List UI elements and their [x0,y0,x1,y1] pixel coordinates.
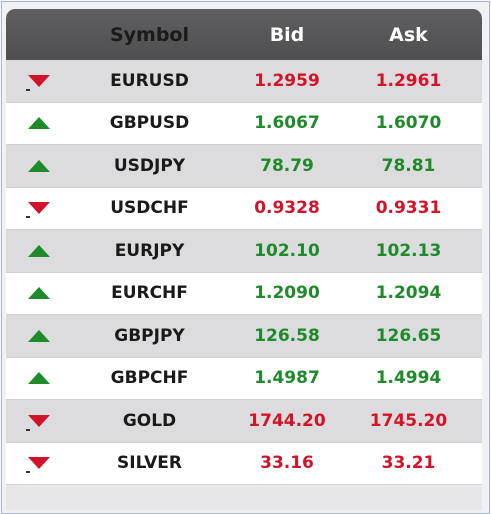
bid-cell: 1744.20 [248,410,326,431]
trend-cell [6,202,72,219]
decrease-marker-icon [26,88,30,91]
bid-cell: 33.16 [260,453,314,474]
symbol-cell: GBPCHF [110,368,189,389]
trend-cell [6,414,72,431]
trend-cell [6,287,72,300]
bid-cell: 126.58 [254,325,320,346]
table-footer [6,485,482,503]
table-row[interactable]: USDJPY 78.79 78.81 [6,145,482,188]
symbol-cell: USDJPY [113,155,186,176]
ask-cell: 1.2094 [375,283,442,304]
ask-cell: 126.65 [375,325,442,346]
trend-cell [6,74,72,91]
ask-cell: 1.6070 [375,113,442,134]
symbol-cell: USDCHF [110,198,189,219]
table-header: Symbol Bid Ask [6,9,482,60]
trend-down-icon [28,414,50,427]
table-row[interactable]: USDCHF 0.9328 0.9331 [6,187,482,230]
trend-down-icon [28,202,50,215]
header-ask: Ask [389,23,428,46]
symbol-cell: EURUSD [110,70,189,91]
trend-cell [6,372,72,385]
trend-up-icon [28,329,50,342]
ask-cell: 102.13 [375,240,442,261]
trend-down-icon [28,74,50,87]
bid-cell: 1.2959 [254,70,320,91]
ask-cell: 78.81 [381,155,436,176]
trend-down-icon [28,457,50,470]
trend-up-icon [28,372,50,385]
trend-up-icon [28,287,50,300]
ask-cell: 0.9331 [375,198,442,219]
bid-cell: 1.6067 [254,113,320,134]
table-row[interactable]: EURUSD 1.2959 1.2961 [6,60,482,103]
symbol-cell: GBPJPY [114,325,185,346]
trend-cell [6,457,72,474]
decrease-marker-icon [26,471,30,474]
table-row[interactable]: GBPJPY 126.58 126.65 [6,315,482,358]
decrease-marker-icon [26,428,30,431]
trend-up-icon [28,117,50,130]
table-row[interactable]: GBPCHF 1.4987 1.4994 [6,357,482,400]
trend-cell [6,117,72,130]
table-row[interactable]: EURCHF 1.2090 1.2094 [6,272,482,315]
symbol-cell: EURCHF [111,283,188,304]
ask-cell: 1.2961 [375,70,442,91]
ask-cell: 33.21 [381,453,436,474]
trend-cell [6,329,72,342]
ask-cell: 1.4994 [375,368,442,389]
symbol-cell: GOLD [122,410,177,431]
bid-cell: 1.2090 [254,283,320,304]
bid-cell: 1.4987 [254,368,320,389]
symbol-cell: SILVER [117,453,182,474]
trend-cell [6,244,72,257]
trend-up-icon [28,244,50,257]
header-symbol: Symbol [109,23,190,46]
table-row[interactable]: SILVER 33.16 33.21 [6,442,482,485]
table-row[interactable]: GBPUSD 1.6067 1.6070 [6,102,482,145]
table-row[interactable]: GOLD 1744.20 1745.20 [6,400,482,443]
bid-cell: 102.10 [254,240,320,261]
table-row[interactable]: EURJPY 102.10 102.13 [6,230,482,273]
ask-cell: 1745.20 [369,410,448,431]
table-body: EURUSD 1.2959 1.2961 GBPUSD 1.6067 1.6070 USDJ… [6,60,482,485]
header-bid: Bid [269,23,305,46]
trend-up-icon [28,159,50,172]
bid-cell: 78.79 [260,155,314,176]
quotes-table: Symbol Bid Ask EURUSD 1.2959 1.2961 GBPUSD 1… [6,9,482,510]
symbol-cell: EURJPY [114,240,185,261]
symbol-cell: GBPUSD [109,113,190,134]
trend-cell [6,159,72,172]
bid-cell: 0.9328 [254,198,320,219]
decrease-marker-icon [26,216,30,219]
